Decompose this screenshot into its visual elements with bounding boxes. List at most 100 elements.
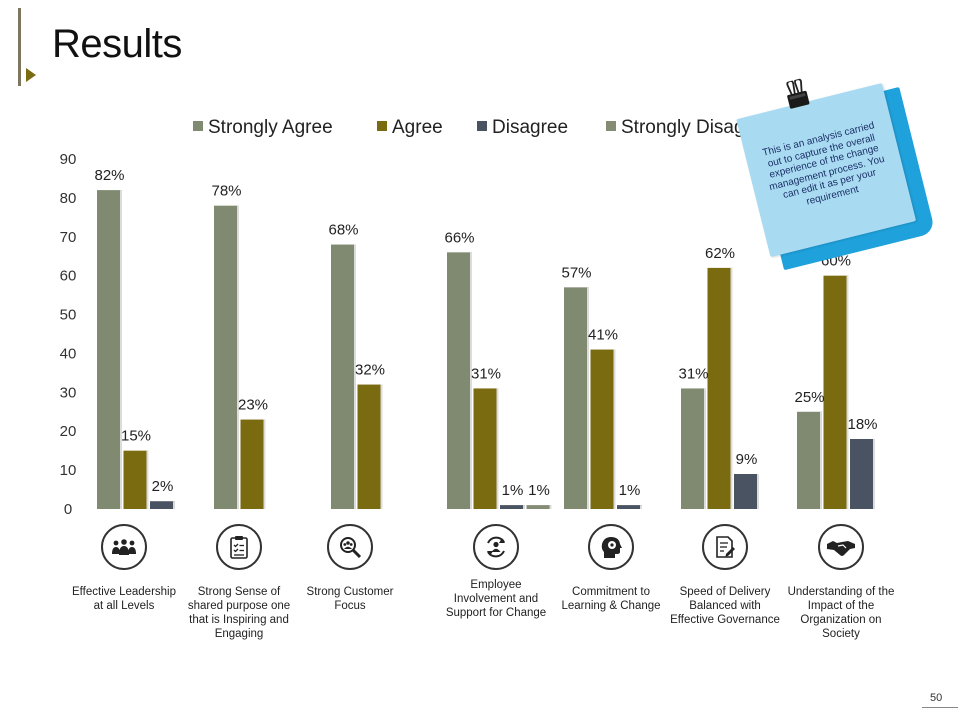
bar-fill xyxy=(617,505,642,509)
bar-highlight xyxy=(704,388,706,509)
legend-label-strongly-agree: Strongly Agree xyxy=(208,117,333,138)
document-edit-icon xyxy=(702,524,748,570)
data-label-disagree: 2% xyxy=(152,478,174,495)
bar-fill xyxy=(734,474,759,509)
bar-highlight xyxy=(263,419,266,509)
bar-disagree-7 xyxy=(850,439,875,509)
binder-clip-icon xyxy=(786,78,810,109)
data-label-disagree: 1% xyxy=(619,482,641,499)
category-label: Employee Involvement and Support for Cha… xyxy=(445,579,547,619)
bar-fill xyxy=(150,501,175,509)
bar-agree-6 xyxy=(707,267,733,509)
bar-highlight xyxy=(354,244,356,510)
page-number-rule xyxy=(922,707,958,708)
bar-agree-2 xyxy=(240,419,266,509)
legend-swatch-agree xyxy=(377,121,387,131)
bar-fill xyxy=(707,267,733,509)
data-label-strongly-agree: 57% xyxy=(561,264,591,281)
y-tick-label: 60 xyxy=(60,268,77,285)
data-label-agree: 41% xyxy=(588,327,618,344)
bar-agree-7 xyxy=(823,275,849,509)
bar-highlight xyxy=(120,190,122,509)
legend-label-agree: Agree xyxy=(392,117,443,138)
data-label-strongly-agree: 68% xyxy=(328,222,358,239)
bar-fill xyxy=(97,190,122,509)
bar-highlight xyxy=(146,450,149,509)
legend-swatch-strongly-disagree xyxy=(606,121,616,131)
bar-fill xyxy=(526,505,552,509)
data-label-strongly-agree: 66% xyxy=(444,229,474,246)
bar-highlight xyxy=(470,252,472,510)
bar-highlight xyxy=(846,275,849,509)
category-label: Effective Leadership at all Levels xyxy=(72,586,176,612)
y-tick-label: 10 xyxy=(60,462,77,479)
checklist-icon xyxy=(216,524,262,570)
y-axis: 0 10 20 30 40 50 60 70 80 90 xyxy=(60,151,77,518)
data-label-agree: 31% xyxy=(471,365,501,382)
title-accent-bar xyxy=(18,8,21,86)
bar-highlight xyxy=(820,411,822,509)
bar-agree-1 xyxy=(123,450,149,509)
title-accent-arrow xyxy=(26,68,36,82)
bar-strongly-disagree-4 xyxy=(526,505,552,509)
data-label-disagree: 1% xyxy=(502,482,524,499)
bars-group xyxy=(97,190,875,510)
y-tick-label: 30 xyxy=(60,384,77,401)
bar-highlight xyxy=(613,349,616,509)
category-label: Speed of Delivery Balanced with Effectiv… xyxy=(670,586,780,626)
data-label-strongly-agree: 25% xyxy=(794,389,824,406)
bar-fill xyxy=(123,450,149,509)
bar-fill xyxy=(214,205,239,509)
bar-strongly-agree-6 xyxy=(681,388,706,509)
data-label-agree: 23% xyxy=(238,397,268,414)
bar-highlight xyxy=(173,501,175,509)
data-label-agree: 15% xyxy=(121,428,151,445)
handshake-icon xyxy=(818,524,864,570)
y-tick-label: 0 xyxy=(64,501,72,518)
data-label-strongly-agree: 78% xyxy=(211,183,241,200)
bar-strongly-agree-3 xyxy=(331,244,356,510)
bar-highlight xyxy=(730,267,733,509)
category-label: Strong Customer Focus xyxy=(306,586,394,612)
data-label-agree: 32% xyxy=(355,362,385,379)
bar-fill xyxy=(681,388,706,509)
y-tick-label: 80 xyxy=(60,190,77,207)
bar-agree-3 xyxy=(357,384,383,509)
bar-highlight xyxy=(873,439,875,509)
bar-fill xyxy=(500,505,525,509)
bar-highlight xyxy=(523,505,525,509)
bar-strongly-agree-7 xyxy=(797,411,822,509)
data-label-agree: 62% xyxy=(705,245,735,262)
data-label-disagree: 18% xyxy=(847,416,877,433)
sticky-note: This is an analysis carried out to captu… xyxy=(736,78,936,271)
page-title: Results xyxy=(52,22,182,66)
head-gear-icon xyxy=(588,524,634,570)
data-label-strongly-agree: 31% xyxy=(678,365,708,382)
bar-strongly-agree-2 xyxy=(214,205,239,509)
bar-disagree-1 xyxy=(150,501,175,509)
bar-fill xyxy=(590,349,616,509)
y-tick-label: 40 xyxy=(60,345,77,362)
category-label: Strong Sense of shared purpose one that … xyxy=(187,586,291,640)
sticky-note-text: This is an analysis carried out to captu… xyxy=(761,120,886,208)
bar-strongly-agree-5 xyxy=(564,287,589,509)
bar-disagree-4 xyxy=(500,505,525,509)
bar-agree-4 xyxy=(473,388,499,509)
bar-disagree-5 xyxy=(617,505,642,509)
y-tick-label: 50 xyxy=(60,307,77,324)
data-label-strongly-agree: 82% xyxy=(94,167,124,184)
bar-agree-5 xyxy=(590,349,616,509)
data-labels-group: 82%15%2%78%23%68%32%66%31%1% 1%57%41%1%31… xyxy=(94,167,877,499)
bar-fill xyxy=(331,244,356,510)
bar-highlight xyxy=(496,388,499,509)
bar-highlight xyxy=(549,505,552,509)
page-number: 50 xyxy=(930,692,943,704)
y-tick-label: 20 xyxy=(60,423,77,440)
chart-legend: Strongly Agree Agree Disagree Strongly Disa… xyxy=(193,117,772,138)
bar-strongly-agree-4 xyxy=(447,252,472,510)
legend-label-strongly-disagree: Strongly Disagree xyxy=(621,117,772,138)
bar-fill xyxy=(564,287,589,509)
bar-fill xyxy=(357,384,383,509)
y-tick-label: 70 xyxy=(60,229,77,246)
